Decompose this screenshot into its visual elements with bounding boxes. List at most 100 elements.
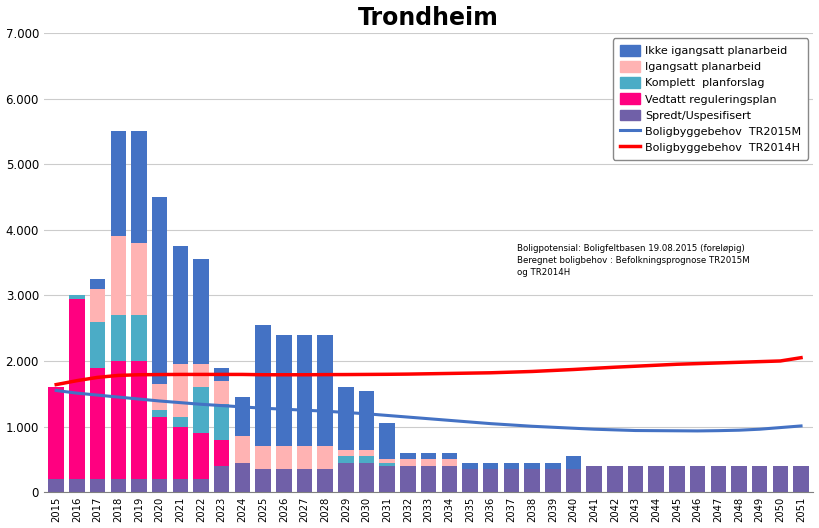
Bar bbox=[441, 459, 457, 466]
Bar bbox=[193, 259, 209, 364]
Bar bbox=[193, 479, 209, 492]
Title: Trondheim: Trondheim bbox=[358, 6, 499, 30]
Legend: Ikke igangsatt planarbeid, Igangsatt planarbeid, Komplett  planforslag, Vedtatt : Ikke igangsatt planarbeid, Igangsatt pla… bbox=[613, 39, 808, 159]
Bar bbox=[669, 466, 685, 492]
Bar bbox=[504, 469, 519, 492]
Bar bbox=[400, 459, 416, 466]
Bar bbox=[173, 246, 188, 364]
Bar bbox=[441, 466, 457, 492]
Bar bbox=[111, 361, 126, 479]
Bar bbox=[483, 469, 499, 492]
Bar bbox=[48, 387, 64, 479]
Bar bbox=[296, 469, 312, 492]
Bar bbox=[214, 381, 229, 403]
Bar bbox=[359, 449, 374, 456]
Bar bbox=[193, 364, 209, 387]
Bar bbox=[649, 466, 664, 492]
Bar bbox=[111, 315, 126, 361]
Bar bbox=[338, 449, 354, 456]
Bar bbox=[379, 423, 395, 459]
Bar bbox=[235, 397, 250, 437]
Bar bbox=[524, 469, 540, 492]
Bar bbox=[607, 466, 622, 492]
Bar bbox=[462, 463, 477, 469]
Bar bbox=[90, 289, 106, 322]
Bar bbox=[296, 446, 312, 469]
Bar bbox=[69, 299, 84, 479]
Bar bbox=[338, 463, 354, 492]
Bar bbox=[483, 463, 499, 469]
Bar bbox=[256, 325, 271, 446]
Bar bbox=[131, 131, 147, 243]
Text: Boligpotensial: Boligfeltbasen 19.08.2015 (foreløpig)
Beregnet boligbehov : Befo: Boligpotensial: Boligfeltbasen 19.08.201… bbox=[517, 244, 750, 277]
Bar bbox=[379, 459, 395, 463]
Bar bbox=[152, 197, 167, 384]
Bar bbox=[421, 466, 437, 492]
Bar bbox=[152, 417, 167, 479]
Bar bbox=[152, 479, 167, 492]
Bar bbox=[379, 466, 395, 492]
Bar bbox=[193, 433, 209, 479]
Bar bbox=[90, 367, 106, 479]
Bar bbox=[131, 479, 147, 492]
Bar bbox=[318, 335, 333, 446]
Bar bbox=[566, 469, 581, 492]
Bar bbox=[256, 446, 271, 469]
Bar bbox=[338, 387, 354, 449]
Bar bbox=[400, 466, 416, 492]
Bar bbox=[152, 410, 167, 417]
Bar bbox=[524, 463, 540, 469]
Bar bbox=[421, 459, 437, 466]
Bar bbox=[627, 466, 643, 492]
Bar bbox=[690, 466, 705, 492]
Bar bbox=[441, 453, 457, 459]
Bar bbox=[359, 391, 374, 449]
Bar bbox=[318, 446, 333, 469]
Bar bbox=[318, 469, 333, 492]
Bar bbox=[276, 335, 292, 446]
Bar bbox=[400, 453, 416, 459]
Bar bbox=[752, 466, 767, 492]
Bar bbox=[359, 456, 374, 463]
Bar bbox=[462, 469, 477, 492]
Bar bbox=[131, 315, 147, 361]
Bar bbox=[214, 440, 229, 466]
Bar bbox=[235, 463, 250, 492]
Bar bbox=[90, 322, 106, 367]
Bar bbox=[731, 466, 747, 492]
Bar bbox=[379, 463, 395, 466]
Bar bbox=[131, 361, 147, 479]
Bar bbox=[586, 466, 602, 492]
Bar bbox=[421, 453, 437, 459]
Bar bbox=[772, 466, 788, 492]
Bar bbox=[48, 479, 64, 492]
Bar bbox=[173, 364, 188, 417]
Bar bbox=[276, 469, 292, 492]
Bar bbox=[111, 479, 126, 492]
Bar bbox=[214, 403, 229, 440]
Bar bbox=[173, 479, 188, 492]
Bar bbox=[794, 466, 809, 492]
Bar bbox=[296, 335, 312, 446]
Bar bbox=[69, 295, 84, 299]
Bar bbox=[545, 463, 560, 469]
Bar bbox=[111, 237, 126, 315]
Bar bbox=[256, 469, 271, 492]
Bar bbox=[504, 463, 519, 469]
Bar bbox=[131, 243, 147, 315]
Bar bbox=[276, 446, 292, 469]
Bar bbox=[545, 469, 560, 492]
Bar bbox=[152, 384, 167, 410]
Bar bbox=[359, 463, 374, 492]
Bar bbox=[711, 466, 726, 492]
Bar bbox=[338, 456, 354, 463]
Bar bbox=[90, 479, 106, 492]
Bar bbox=[214, 367, 229, 381]
Bar bbox=[111, 131, 126, 237]
Bar bbox=[193, 387, 209, 433]
Bar bbox=[173, 417, 188, 427]
Bar bbox=[566, 456, 581, 469]
Bar bbox=[69, 479, 84, 492]
Bar bbox=[235, 437, 250, 463]
Bar bbox=[90, 279, 106, 289]
